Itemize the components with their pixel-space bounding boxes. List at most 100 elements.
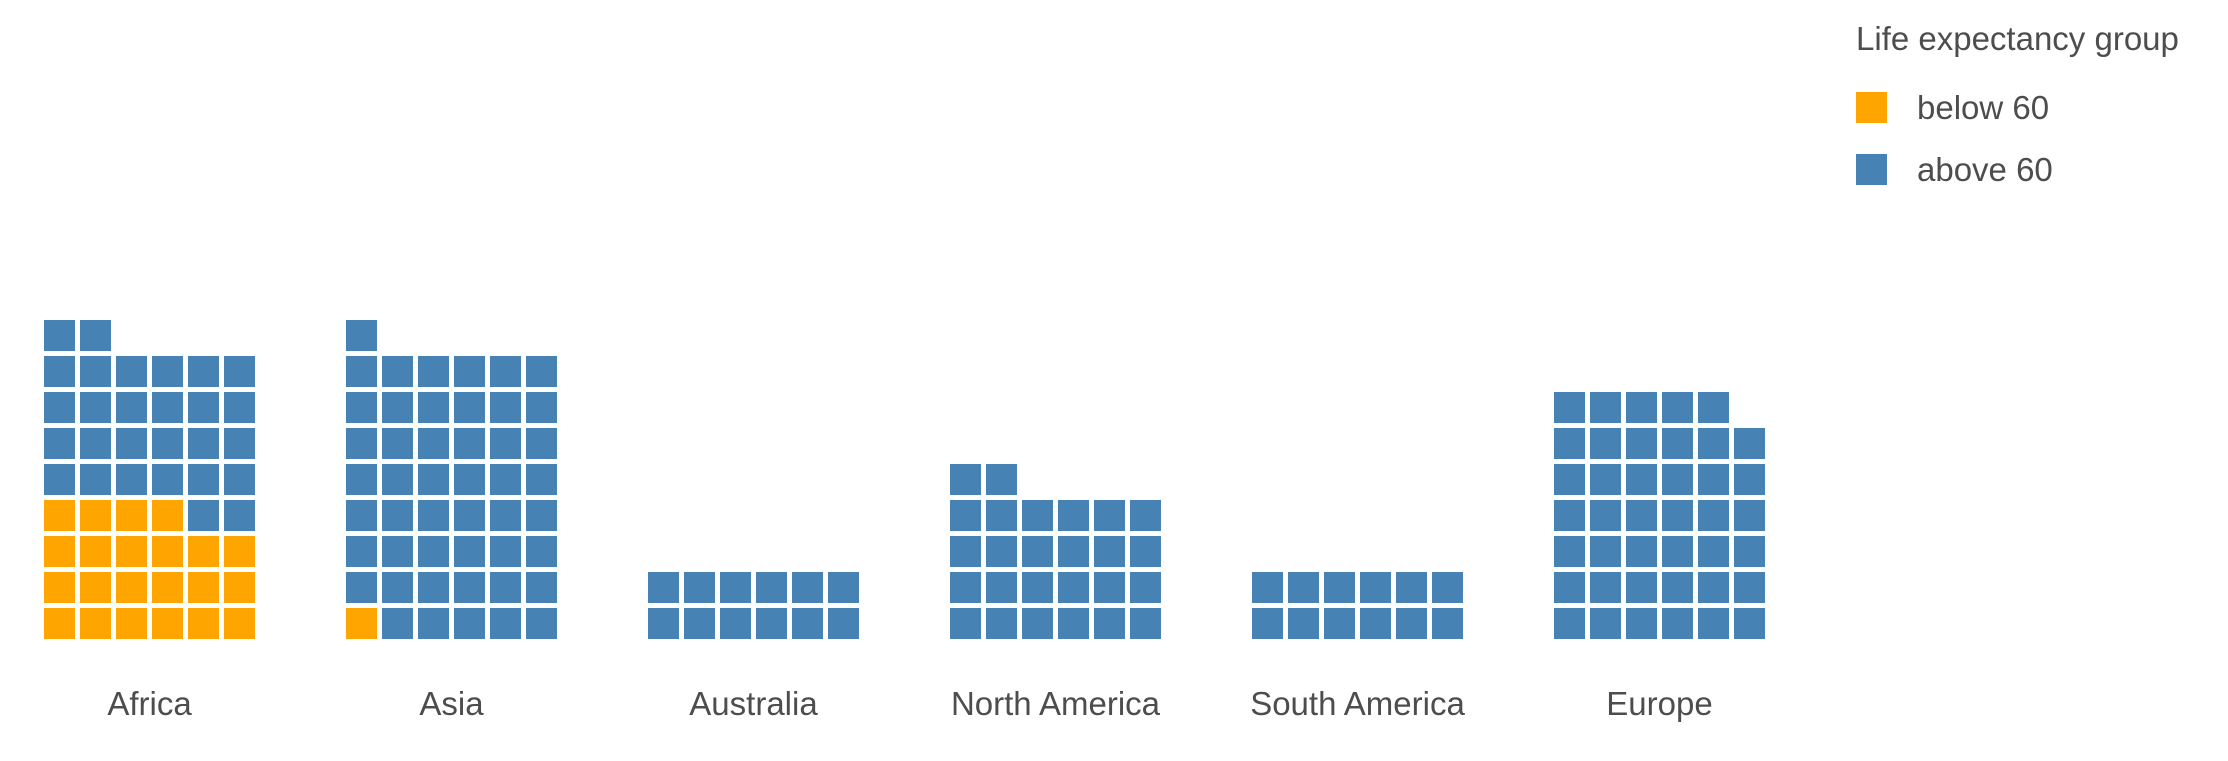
waffle-cell: [1626, 536, 1657, 567]
waffle-cell: [1058, 608, 1089, 639]
waffle-cell: [80, 500, 111, 531]
waffle-cell: [188, 356, 219, 387]
waffle-cell: [950, 572, 981, 603]
waffle-cell: [950, 464, 981, 495]
waffle-cell: [224, 464, 255, 495]
waffle-cell: [152, 464, 183, 495]
waffle-cell: [1662, 608, 1693, 639]
waffle-cell: [382, 356, 413, 387]
waffle-cell: [454, 500, 485, 531]
waffle-cell: [454, 536, 485, 567]
waffle-cell: [1626, 572, 1657, 603]
waffle-cell: [1626, 392, 1657, 423]
waffle-cell: [116, 428, 147, 459]
waffle-cell: [1662, 500, 1693, 531]
waffle-cell: [1252, 572, 1283, 603]
waffle-cell: [1626, 500, 1657, 531]
waffle-cell: [756, 572, 787, 603]
waffle-cell: [346, 500, 377, 531]
waffle-cell: [454, 572, 485, 603]
waffle-cell: [950, 500, 981, 531]
waffle-cell: [490, 536, 521, 567]
waffle-cell: [224, 356, 255, 387]
waffle-cell: [1022, 608, 1053, 639]
waffle-cell: [80, 356, 111, 387]
waffle-cell: [1698, 608, 1729, 639]
waffle-cell: [1396, 608, 1427, 639]
legend-label: below 60: [1917, 89, 2049, 126]
waffle-cell: [188, 500, 219, 531]
waffle-cell: [346, 536, 377, 567]
waffle-cell: [828, 608, 859, 639]
waffle-cell: [224, 608, 255, 639]
waffle-cell: [1698, 428, 1729, 459]
waffle-cell: [346, 608, 377, 639]
category-label: Asia: [419, 685, 484, 722]
waffle-cell: [418, 428, 449, 459]
waffle-cell: [116, 464, 147, 495]
waffle-cell: [188, 392, 219, 423]
waffle-cell: [80, 464, 111, 495]
waffle-cell: [490, 356, 521, 387]
waffle-cell: [986, 536, 1017, 567]
waffle-cell: [1288, 608, 1319, 639]
waffle-cell: [1396, 572, 1427, 603]
waffle-cell: [1022, 572, 1053, 603]
waffle-cell: [1626, 608, 1657, 639]
waffle-cell: [986, 500, 1017, 531]
waffle-cell: [116, 608, 147, 639]
waffle-cell: [44, 572, 75, 603]
waffle-cell: [116, 572, 147, 603]
waffle-cell: [44, 320, 75, 351]
waffle-cell: [526, 428, 557, 459]
category-label: Australia: [689, 685, 818, 722]
waffle-cell: [454, 392, 485, 423]
waffle-cell: [418, 608, 449, 639]
waffle-cell: [1360, 608, 1391, 639]
waffle-cell: [80, 608, 111, 639]
waffle-cell: [418, 500, 449, 531]
waffle-cell: [1130, 608, 1161, 639]
waffle-cell: [382, 500, 413, 531]
waffle-cell: [1324, 572, 1355, 603]
waffle-cell: [1554, 428, 1585, 459]
waffle-cell: [1058, 536, 1089, 567]
waffle-cell: [1590, 608, 1621, 639]
waffle-cell: [116, 500, 147, 531]
waffle-cell: [792, 608, 823, 639]
waffle-cell: [490, 464, 521, 495]
waffle-cell: [80, 320, 111, 351]
waffle-cell: [418, 464, 449, 495]
waffle-cell: [1590, 464, 1621, 495]
waffle-cell: [950, 536, 981, 567]
waffle-cell: [1734, 464, 1765, 495]
waffle-cell: [116, 536, 147, 567]
waffle-cell: [454, 356, 485, 387]
waffle-cell: [44, 428, 75, 459]
legend-label: above 60: [1917, 151, 2053, 188]
waffle-cell: [648, 572, 679, 603]
waffle-cell: [224, 428, 255, 459]
waffle-cell: [346, 572, 377, 603]
waffle-cell: [382, 536, 413, 567]
waffle-cell: [1094, 572, 1125, 603]
waffle-cell: [1662, 536, 1693, 567]
waffle-cell: [526, 464, 557, 495]
waffle-cell: [986, 608, 1017, 639]
waffle-cell: [44, 464, 75, 495]
waffle-cell: [152, 428, 183, 459]
waffle-cell: [526, 608, 557, 639]
waffle-cell: [490, 392, 521, 423]
waffle-cell: [526, 392, 557, 423]
waffle-cell: [756, 608, 787, 639]
waffle-cell: [1734, 572, 1765, 603]
waffle-cell: [1432, 608, 1463, 639]
category-label: South America: [1250, 685, 1465, 722]
waffle-cell: [418, 536, 449, 567]
waffle-cell: [1590, 500, 1621, 531]
category-label: Africa: [107, 685, 192, 722]
waffle-cell: [44, 392, 75, 423]
waffle-cell: [1734, 536, 1765, 567]
waffle-cell: [454, 428, 485, 459]
